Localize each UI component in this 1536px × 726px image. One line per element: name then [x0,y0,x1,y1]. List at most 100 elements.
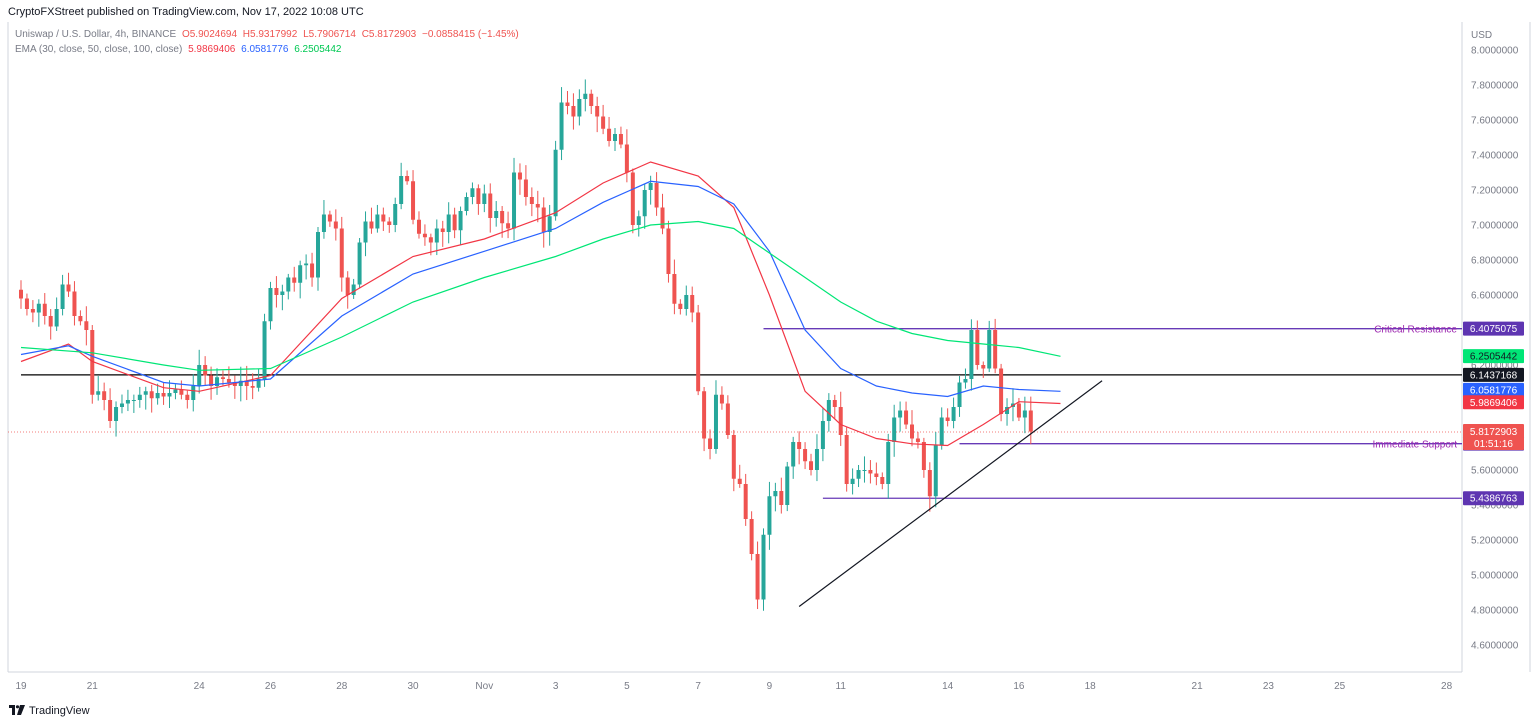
candle-body [500,211,505,224]
candle-body [345,277,350,295]
candle-body [981,365,986,369]
x-tick-label: 9 [767,681,773,692]
candle-body [642,190,647,217]
x-tick-label: 28 [336,681,348,692]
candle-body [1022,410,1027,418]
candle-body [708,438,713,449]
candle-body [987,330,992,369]
candle-body [743,484,748,519]
symbol-name: Uniswap / U.S. Dollar, 4h, BINANCE [15,29,177,40]
candle-body [910,424,914,439]
ema-price-tag [1463,395,1524,410]
candle-body [880,477,885,484]
candle-body [310,263,315,278]
candle-body [535,204,540,208]
candle-body [60,284,65,309]
candle-body [755,554,760,600]
y-tick-label: 5.0000000 [1471,571,1519,582]
candle-body [856,470,861,479]
candle-body [1005,407,1010,414]
candle-body [268,288,273,322]
y-tick-label: 7.4000000 [1471,151,1519,162]
x-tick-label: 23 [1263,681,1275,692]
ema-price-text: 6.2505442 [1470,352,1518,363]
candle-body [969,330,974,379]
candle-body [209,375,214,386]
footer-brand-text: TradingView [29,705,90,717]
ema-30-line [20,161,1061,447]
candle-body [803,449,808,462]
countdown-text: 01:51:16 [1474,439,1513,450]
candle-body [54,309,59,327]
candle-body [286,277,291,292]
candle-body [565,102,570,106]
candle-body [458,211,463,231]
candle-body [832,400,837,407]
x-tick-label: 14 [942,681,954,692]
candle-body [280,291,285,295]
candle-body [387,221,392,225]
candle-body [84,321,89,330]
candle-body [963,379,968,383]
candle-body [838,407,843,435]
candle-body [719,394,724,404]
level-price-text: 5.4386763 [1470,494,1518,505]
candle-body [654,183,659,208]
open-value: O5.9024694 [181,29,238,40]
candle-body [696,312,701,392]
level-price-text: 6.1437168 [1470,370,1518,381]
candle-body [434,228,439,243]
candle-body [137,394,142,400]
candle-body [114,407,119,421]
candle-body [464,197,469,211]
candle-body [102,391,107,400]
candle-body [357,242,362,285]
candle-body [1016,403,1021,418]
candle-body [333,221,338,229]
candle-body [541,207,546,232]
close-value: C5.8172903 [361,29,417,40]
candle-body [862,470,867,471]
ema50-value: 6.0581776 [241,44,289,55]
candle-body [975,330,980,365]
candle-body [393,204,398,225]
candle-body [256,379,261,388]
candle-body [405,176,410,182]
level-price-text: 6.4075075 [1470,324,1518,335]
x-tick-label: 18 [1085,681,1097,692]
candle-body [553,149,558,217]
y-tick-label: 6.2000000 [1471,361,1519,372]
candle-body [506,223,511,229]
candle-body [993,330,998,369]
candle-body [601,116,606,129]
candle-body [725,403,730,435]
candle-body [399,176,404,204]
candle-body [607,128,612,141]
candle-body [529,197,534,204]
candle-body [440,228,445,232]
candle-body [244,380,249,386]
candle-body [238,380,243,386]
candle-body [250,386,255,388]
candle-body [571,106,576,117]
candle-body [494,211,499,218]
candle-body [482,193,487,204]
candle-body [36,303,41,313]
currency-label: USD [1471,30,1492,41]
candle-body [886,442,891,484]
candle-body [731,435,736,479]
level-price-tag [1463,491,1524,506]
candle-body [690,295,695,313]
ema-label: EMA (30, close, 50, close, 100, close) [15,44,183,55]
ema-50-line [20,180,1061,398]
candle-body [96,391,101,395]
candle-body [24,298,29,309]
candle-body [577,99,582,117]
candle-body [66,284,71,292]
candle-body [155,393,160,399]
y-tick-label: 5.4000000 [1471,501,1519,512]
last-price-text: 5.8172903 [1470,427,1518,438]
candle-body [684,295,689,309]
candle-body [428,237,433,243]
